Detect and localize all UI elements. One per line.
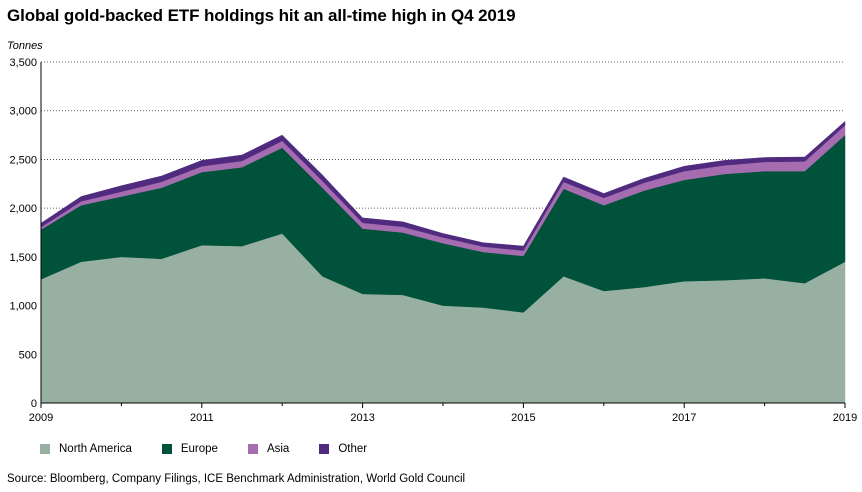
x-tick-label: 2013	[350, 412, 374, 424]
chart-title: Global gold-backed ETF holdings hit an a…	[7, 6, 516, 25]
stacked-areas	[40, 120, 846, 404]
area-other	[40, 120, 846, 251]
y-tick-label: 1,000	[9, 301, 37, 313]
legend-swatch-asia	[247, 444, 258, 454]
x-tick-label: 2015	[511, 412, 535, 424]
legend-item-asia: Asia	[247, 443, 290, 455]
legend-label-other: Other	[338, 443, 368, 455]
y-tick-label: 0	[31, 398, 37, 410]
legend: North America Europe Asia Other	[40, 443, 397, 455]
legend-swatch-europe	[161, 444, 172, 454]
source-note: Source: Bloomberg, Company Filings, ICE …	[7, 473, 466, 485]
y-tick-label: 2,500	[9, 154, 37, 166]
x-tick-label: 2017	[672, 412, 696, 424]
y-tick-label: 3,000	[9, 106, 37, 118]
legend-swatch-north-america	[40, 444, 50, 454]
legend-swatch-other	[319, 444, 330, 454]
area-chart: 0 500 1,000 1,500 2,000 2,500 3,000 3,500 2009 20…	[9, 57, 857, 424]
y-tick-label: 1,500	[9, 252, 37, 264]
x-tick-label: 2019	[833, 412, 857, 424]
x-tick-label: 2011	[190, 412, 214, 424]
y-tick-label: 500	[19, 349, 37, 361]
axes: 0 500 1,000 1,500 2,000 2,500 3,000 3,500 2009 20…	[9, 57, 857, 424]
legend-label-north-america: North America	[59, 443, 132, 455]
y-unit-label: Tonnes	[7, 40, 43, 52]
legend-item-north-america: North America	[40, 443, 132, 455]
y-tick-label: 2,000	[9, 203, 37, 215]
legend-item-europe: Europe	[161, 443, 218, 455]
legend-label-asia: Asia	[266, 443, 290, 455]
x-tick-label: 2009	[29, 412, 53, 424]
legend-label-europe: Europe	[180, 443, 218, 455]
y-tick-label: 3,500	[9, 57, 37, 69]
legend-item-other: Other	[319, 443, 367, 455]
